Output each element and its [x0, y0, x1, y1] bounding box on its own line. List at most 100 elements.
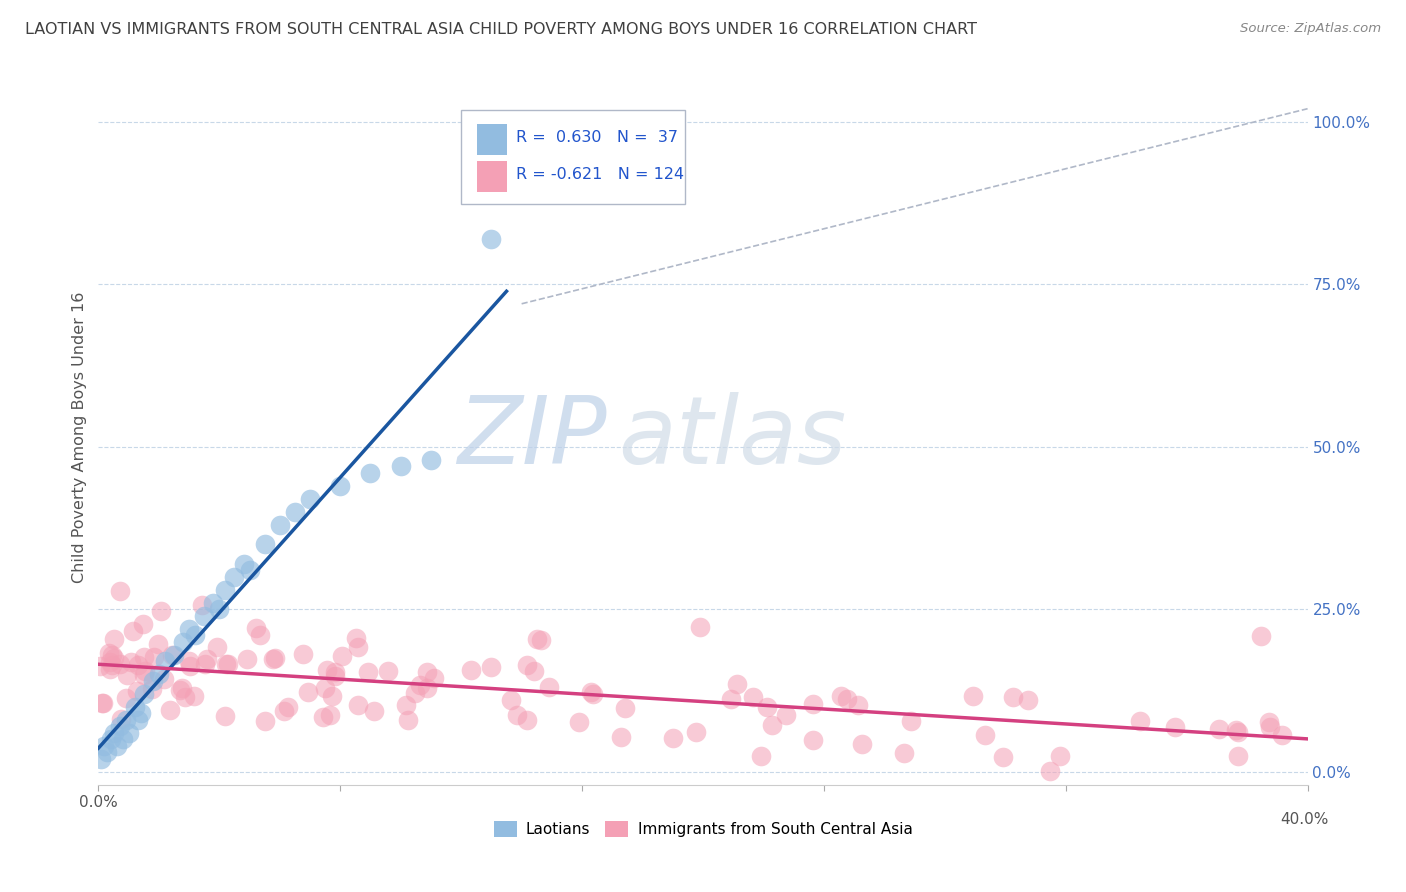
- Point: [132, 650, 155, 665]
- Point: [1271, 729, 1294, 743]
- Point: [98, 655, 121, 669]
- Point: [146, 637, 169, 651]
- Point: [581, 685, 603, 699]
- Point: [423, 671, 446, 685]
- Point: [163, 648, 186, 662]
- Point: [132, 687, 155, 701]
- Point: [610, 730, 633, 744]
- Point: [505, 708, 527, 723]
- Point: [202, 596, 225, 610]
- Text: LAOTIAN VS IMMIGRANTS FROM SOUTH CENTRAL ASIA CHILD POVERTY AMONG BOYS UNDER 16 : LAOTIAN VS IMMIGRANTS FROM SOUTH CENTRAL…: [25, 22, 977, 37]
- Point: [153, 672, 176, 686]
- Point: [993, 750, 1015, 764]
- Point: [1225, 723, 1247, 738]
- Point: [395, 698, 418, 713]
- Point: [101, 648, 124, 662]
- Legend: Laotians, Immigrants from South Central Asia: Laotians, Immigrants from South Central …: [488, 815, 918, 844]
- Point: [347, 698, 370, 712]
- Point: [115, 668, 138, 682]
- Point: [1257, 714, 1279, 729]
- Point: [1039, 764, 1062, 779]
- Point: [725, 677, 748, 691]
- Point: [523, 664, 546, 678]
- Point: [1017, 692, 1039, 706]
- Point: [141, 681, 163, 696]
- Point: [377, 664, 399, 678]
- Point: [127, 713, 149, 727]
- Point: [409, 678, 432, 692]
- Point: [801, 733, 824, 747]
- Point: [122, 624, 145, 638]
- Point: [291, 647, 314, 661]
- Point: [357, 665, 380, 679]
- Point: [264, 650, 287, 665]
- Point: [173, 690, 195, 704]
- Point: [191, 598, 214, 612]
- Point: [170, 681, 193, 695]
- Point: [460, 663, 482, 677]
- Point: [183, 689, 205, 703]
- Point: [420, 453, 443, 467]
- Point: [893, 747, 915, 761]
- Point: [150, 604, 173, 618]
- Point: [97, 646, 120, 660]
- Point: [1129, 714, 1152, 728]
- Point: [193, 608, 215, 623]
- Point: [314, 681, 336, 695]
- Point: [208, 602, 231, 616]
- Point: [516, 713, 538, 727]
- Point: [1258, 720, 1281, 734]
- Point: [404, 686, 426, 700]
- Point: [312, 710, 335, 724]
- Point: [530, 633, 553, 648]
- Point: [101, 657, 124, 672]
- Point: [360, 466, 382, 480]
- Point: [224, 570, 246, 584]
- Point: [98, 662, 121, 676]
- Point: [142, 673, 165, 688]
- Point: [160, 648, 183, 662]
- Point: [321, 689, 343, 703]
- Text: 40.0%: 40.0%: [1281, 812, 1329, 827]
- Point: [319, 708, 342, 723]
- Point: [284, 505, 307, 519]
- Text: ZIP: ZIP: [457, 392, 606, 483]
- Point: [835, 692, 858, 706]
- Point: [582, 687, 605, 701]
- Point: [689, 620, 711, 634]
- Point: [124, 700, 146, 714]
- Point: [110, 584, 132, 599]
- Bar: [477, 161, 508, 192]
- Point: [179, 659, 201, 673]
- Point: [347, 640, 370, 654]
- Point: [142, 649, 165, 664]
- Point: [184, 628, 207, 642]
- Point: [801, 697, 824, 711]
- Point: [90, 752, 112, 766]
- Point: [253, 714, 276, 728]
- Point: [90, 696, 112, 710]
- FancyBboxPatch shape: [461, 110, 685, 204]
- Text: atlas: atlas: [619, 392, 846, 483]
- Point: [830, 690, 852, 704]
- Point: [526, 632, 548, 646]
- Point: [761, 718, 783, 732]
- Text: Source: ZipAtlas.com: Source: ZipAtlas.com: [1240, 22, 1381, 36]
- Point: [249, 628, 271, 642]
- Point: [179, 622, 201, 636]
- Point: [685, 725, 707, 739]
- Point: [159, 703, 181, 717]
- Point: [323, 665, 346, 679]
- Point: [661, 731, 683, 745]
- Point: [273, 705, 295, 719]
- Point: [614, 700, 637, 714]
- Text: R =  0.630   N =  37: R = 0.630 N = 37: [516, 130, 678, 145]
- Point: [105, 739, 128, 753]
- Point: [214, 709, 236, 723]
- Point: [262, 652, 284, 666]
- Point: [755, 700, 778, 714]
- Point: [297, 685, 319, 699]
- Point: [91, 696, 114, 710]
- Point: [363, 704, 385, 718]
- Point: [973, 728, 995, 742]
